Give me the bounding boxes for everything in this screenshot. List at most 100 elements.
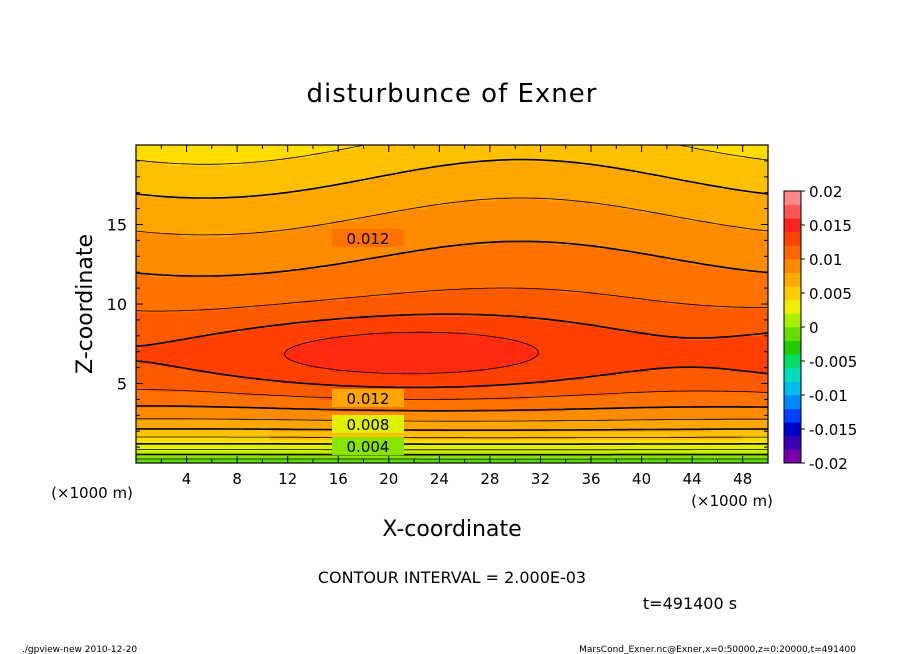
contour-cell: [749, 339, 756, 345]
contour-cell: [641, 451, 649, 456]
contour-cell: [761, 359, 768, 365]
contour-cell: [755, 363, 763, 369]
contour-cell: [483, 451, 491, 456]
contour-cell: [666, 347, 674, 353]
contour-cell: [496, 300, 504, 305]
contour-cell: [154, 327, 162, 333]
contour-cell: [395, 411, 403, 416]
contour-cell: [256, 288, 263, 293]
contour-cell: [483, 296, 491, 301]
contour-cell: [426, 431, 434, 436]
contour-cell: [199, 367, 207, 373]
contour-cell: [325, 411, 333, 416]
contour-cell: [597, 451, 605, 456]
contour-cell: [445, 296, 453, 301]
contour-cell: [268, 367, 276, 373]
contour-cell: [395, 335, 403, 341]
contour-cell: [344, 459, 352, 463]
contour-cell: [540, 335, 548, 341]
contour-cell: [749, 284, 756, 289]
contour-cell: [698, 399, 706, 404]
contour-cell: [445, 347, 453, 353]
contour-cell: [173, 411, 181, 416]
contour-cell: [350, 296, 358, 301]
contour-cell: [325, 323, 333, 329]
contour-cell: [192, 335, 200, 341]
contour-cell: [464, 339, 472, 345]
contour-cell: [281, 455, 289, 460]
contour-cell: [376, 288, 384, 293]
contour-cell: [218, 367, 226, 373]
contour-cell: [711, 347, 719, 353]
contour-cell: [199, 280, 207, 285]
contour-cell: [527, 276, 535, 281]
contour-cell: [673, 459, 681, 463]
contour-cell: [275, 323, 282, 329]
contour-cell: [439, 367, 447, 373]
contour-cell: [508, 284, 516, 289]
contour-cell: [275, 280, 282, 285]
contour-cell: [641, 383, 649, 389]
contour-cell: [628, 395, 636, 401]
contour-cell: [230, 359, 238, 365]
contour-cell: [300, 311, 308, 317]
contour-cell: [281, 296, 289, 301]
contour-cell: [154, 292, 162, 297]
contour-cell: [154, 419, 162, 424]
contour-cell: [610, 296, 617, 301]
contour-cell: [584, 363, 592, 369]
contour-cell: [761, 300, 768, 305]
contour-cell: [464, 459, 472, 463]
contour-cell: [382, 335, 390, 341]
contour-cell: [641, 276, 649, 281]
contour-cell: [224, 288, 232, 293]
contour-cell: [553, 399, 561, 404]
contour-cell: [306, 451, 314, 456]
contour-cell: [641, 323, 649, 329]
contour-cell: [142, 439, 150, 444]
contour-cell: [287, 423, 295, 428]
contour-cell: [136, 375, 143, 381]
contour-cell: [616, 339, 624, 345]
contour-cell: [262, 351, 270, 357]
contour-cell: [704, 323, 712, 329]
contour-cell: [268, 335, 276, 341]
contour-cell: [136, 323, 143, 329]
contour-cell: [237, 268, 245, 273]
contour-cell: [584, 315, 592, 321]
contour-cell: [742, 451, 750, 456]
contour-cell: [610, 319, 617, 325]
contour-cell: [717, 272, 725, 277]
contour-cell: [433, 272, 440, 277]
contour-cell: [268, 319, 276, 325]
contour-cell: [477, 447, 485, 452]
contour-cell: [565, 371, 573, 377]
contour-cell: [205, 307, 213, 313]
contour-cell: [546, 447, 554, 452]
contour-cell: [591, 367, 598, 373]
contour-cell: [237, 351, 245, 357]
contour-cell: [167, 443, 175, 448]
contour-cell: [350, 375, 358, 381]
contour-cell: [628, 455, 636, 460]
contour-cell: [635, 351, 643, 357]
contour-cell: [325, 272, 333, 277]
contour-cell: [249, 268, 257, 273]
contour-cell: [312, 443, 320, 448]
contour-cell: [711, 419, 719, 424]
contour-cell: [420, 451, 428, 456]
contour-cell: [692, 296, 700, 301]
contour-cell: [679, 367, 687, 373]
contour-cell: [148, 459, 156, 463]
contour-cell: [603, 292, 611, 297]
contour-cell: [452, 292, 459, 297]
contour-cell: [249, 371, 257, 377]
contour-cell: [641, 387, 649, 393]
contour-cell: [610, 375, 617, 381]
contour-cell: [508, 431, 516, 436]
contour-cell: [597, 304, 605, 309]
contour-cell: [300, 391, 308, 397]
contour-cell: [647, 383, 655, 389]
contour-cell: [698, 371, 706, 377]
contour-cell: [749, 431, 756, 436]
